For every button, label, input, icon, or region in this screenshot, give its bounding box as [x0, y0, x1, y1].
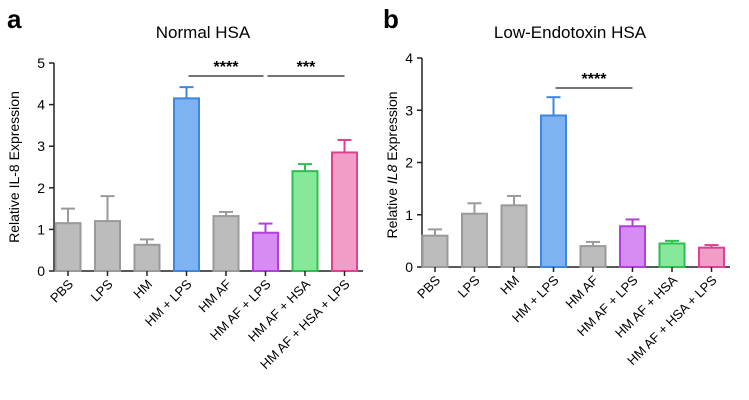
bar — [540, 114, 567, 268]
x-tick-label: PBS — [414, 272, 443, 301]
x-tick-label: HM AF — [562, 272, 601, 311]
y-tick-label: 2 — [37, 180, 45, 196]
significance-label: **** — [582, 71, 608, 88]
panel-b: b Low-Endotoxin HSA Relative IL8 Expressio… — [383, 4, 730, 368]
bar — [331, 151, 358, 272]
significance-label: **** — [214, 59, 240, 76]
bar — [579, 245, 607, 269]
y-axis-label: Relative IL8 Expression — [384, 91, 400, 238]
bar — [421, 234, 449, 268]
y-tick-label: 0 — [405, 259, 413, 275]
bar — [212, 215, 240, 272]
bar — [461, 212, 488, 268]
x-tick-label: HM — [130, 277, 155, 302]
y-tick-label: 3 — [37, 138, 45, 154]
x-tick-label: HM AF — [195, 276, 234, 315]
bar — [291, 170, 319, 272]
y-tick-label: 1 — [405, 207, 413, 223]
y-axis-label-part: IL8 — [384, 164, 400, 184]
panel-label: a — [7, 4, 22, 34]
y-axis-label-part: Expression — [384, 91, 400, 164]
y-tick-label: 4 — [405, 50, 413, 66]
y-axis-label-part: Expression — [6, 91, 22, 164]
bar — [94, 220, 121, 272]
y-tick-label: 5 — [37, 55, 45, 71]
bar — [252, 231, 279, 272]
panel-label: b — [383, 4, 399, 34]
panel-a: a Normal HSA Relative IL-8 Expression 0 1 2 3 4… — [6, 4, 363, 372]
bar — [133, 243, 161, 273]
bar — [54, 222, 82, 273]
y-axis-label-part: Relative — [384, 184, 400, 238]
y-axis-label: Relative IL-8 Expression — [6, 91, 22, 243]
y-axis-label-part: IL-8 — [6, 164, 22, 188]
y-tick-label: 4 — [37, 97, 45, 113]
y-tick-label: 1 — [37, 221, 45, 237]
x-tick-label: LPS — [455, 272, 483, 300]
x-tick-label: LPS — [88, 276, 116, 304]
bar — [619, 225, 646, 268]
bar — [698, 246, 725, 268]
x-tick-label: HM — [497, 273, 522, 298]
bar — [173, 97, 200, 272]
chart-title: Normal HSA — [156, 23, 251, 42]
bar — [500, 204, 528, 268]
y-tick-label: 3 — [405, 102, 413, 118]
y-tick-label: 2 — [405, 155, 413, 171]
y-axis-label-part: Relative — [6, 188, 22, 242]
chart-title: Low-Endotoxin HSA — [494, 23, 647, 42]
significance-label: *** — [297, 59, 316, 76]
y-tick-label: 0 — [37, 263, 45, 279]
bar — [658, 242, 686, 269]
x-tick-label: PBS — [47, 276, 76, 305]
